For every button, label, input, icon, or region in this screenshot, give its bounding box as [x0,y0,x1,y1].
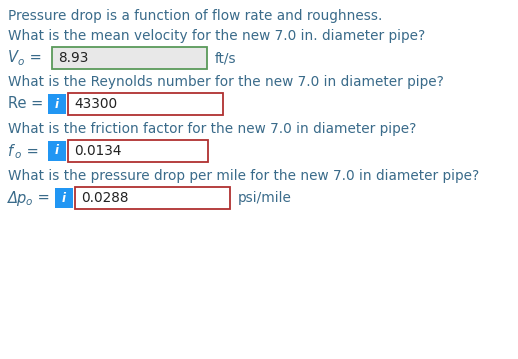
Text: What is the pressure drop per mile for the new 7.0 in diameter pipe?: What is the pressure drop per mile for t… [8,169,479,183]
Text: Pressure drop is a function of flow rate and roughness.: Pressure drop is a function of flow rate… [8,9,382,23]
Text: o: o [26,197,32,207]
FancyBboxPatch shape [68,140,208,162]
Text: =: = [25,51,42,65]
Text: What is the friction factor for the new 7.0 in diameter pipe?: What is the friction factor for the new … [8,122,416,136]
FancyBboxPatch shape [48,94,66,114]
Text: Δp: Δp [8,191,27,205]
FancyBboxPatch shape [55,188,73,208]
Text: o: o [18,57,24,67]
FancyBboxPatch shape [48,141,66,161]
Text: i: i [55,145,59,158]
FancyBboxPatch shape [68,93,223,115]
Text: 8.93: 8.93 [58,51,89,65]
Text: What is the Reynolds number for the new 7.0 in diameter pipe?: What is the Reynolds number for the new … [8,75,444,89]
Text: psi/mile: psi/mile [238,191,292,205]
Text: 0.0288: 0.0288 [81,191,128,205]
Text: =: = [33,191,50,205]
Text: f: f [8,144,13,159]
Text: o: o [15,150,21,160]
Text: =: = [22,144,39,159]
FancyBboxPatch shape [52,47,207,69]
Text: 43300: 43300 [74,97,117,111]
Text: 0.0134: 0.0134 [74,144,122,158]
Text: Re =: Re = [8,97,43,112]
Text: V: V [8,51,18,65]
Text: ft/s: ft/s [215,51,237,65]
Text: What is the mean velocity for the new 7.0 in. diameter pipe?: What is the mean velocity for the new 7.… [8,29,425,43]
FancyBboxPatch shape [75,187,230,209]
Text: i: i [62,191,66,205]
Text: i: i [55,98,59,111]
